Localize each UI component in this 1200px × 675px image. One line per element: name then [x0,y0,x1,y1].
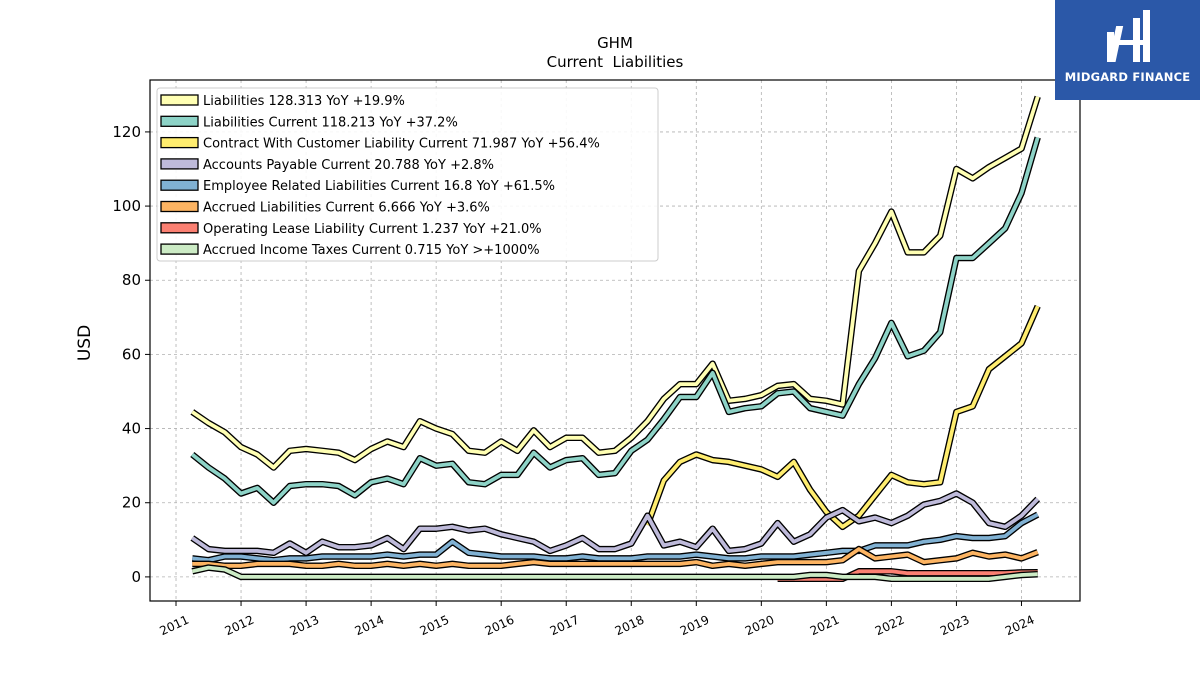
chart-subtitle: Current Liabilities [547,53,684,71]
x-tick-label: 2015 [418,613,452,639]
legend-label: Accounts Payable Current 20.788 YoY +2.8… [203,158,494,173]
series-line [191,136,1040,505]
series-2 [644,304,1041,531]
series-line [191,96,1040,470]
legend-swatch [160,94,199,106]
series-line [191,491,1040,555]
series-5 [192,545,1039,570]
series-line [192,547,1039,568]
legend-swatch [160,222,199,234]
series-line [777,569,1038,581]
x-tick-label: 2011 [158,613,192,639]
x-tick-label: 2019 [678,613,712,639]
legend-swatch [160,200,199,213]
legend-box [156,87,659,262]
legend-swatch [160,243,199,255]
series-line [645,305,1040,529]
series-6 [777,568,1038,583]
series-1 [190,136,1041,506]
plot-frame [149,79,1081,602]
y-tick-label: 100 [112,197,141,215]
series-layer [190,95,1041,583]
legend: Liabilities 128.313 YoY +19.9% Liabilitie… [156,87,659,262]
y-tick-label: 60 [122,345,141,363]
legend-label: Liabilities 128.313 YoY +19.9% [203,94,405,109]
series-3 [190,490,1041,557]
y-tick-label: 20 [122,494,141,512]
x-tick-label: 2016 [483,613,517,639]
x-tick-label: 2014 [353,613,387,639]
y-axis-label: USD [75,325,95,361]
legend-swatch [160,179,199,191]
legend-label: Contract With Customer Liability Current… [203,137,600,152]
legend-swatch [160,115,199,127]
x-tick-label: 2020 [743,613,777,639]
series-4 [191,511,1040,564]
legend-label: Liabilities Current 118.213 YoY +37.2% [203,115,458,130]
series-7 [191,564,1038,583]
x-tick-label: 2023 [938,613,972,639]
brand-name: MIDGARD FINANCE [1064,70,1191,84]
series-0 [190,95,1041,471]
x-tick-label: 2021 [808,613,842,639]
legend-label: Accrued Income Taxes Current 0.715 YoY >… [203,243,540,258]
y-tick-label: 120 [112,123,141,141]
y-tick-label: 80 [122,271,141,289]
y-tick-label: 0 [131,568,141,586]
legend-label: Accrued Liabilities Current 6.666 YoY +3… [203,201,490,216]
x-tick-label: 2013 [288,613,322,639]
legend-swatch [160,136,199,149]
brand-logo: MIDGARD FINANCE [1055,0,1200,100]
series-line [192,512,1039,563]
x-tick-label: 2024 [1003,613,1037,639]
chart-title: GHM [597,34,633,52]
legend-swatch [160,158,199,170]
x-tick-label: 2017 [548,613,582,639]
series-line [191,565,1038,581]
midgard-logo-icon [1106,10,1150,62]
legend-label: Employee Related Liabilities Current 16.… [203,179,555,194]
x-tick-label: 2018 [613,613,647,639]
y-tick-label: 40 [122,420,141,438]
legend-label: Operating Lease Liability Current 1.237 … [203,222,542,237]
x-tick-label: 2022 [873,613,907,639]
x-tick-label: 2012 [223,613,257,639]
